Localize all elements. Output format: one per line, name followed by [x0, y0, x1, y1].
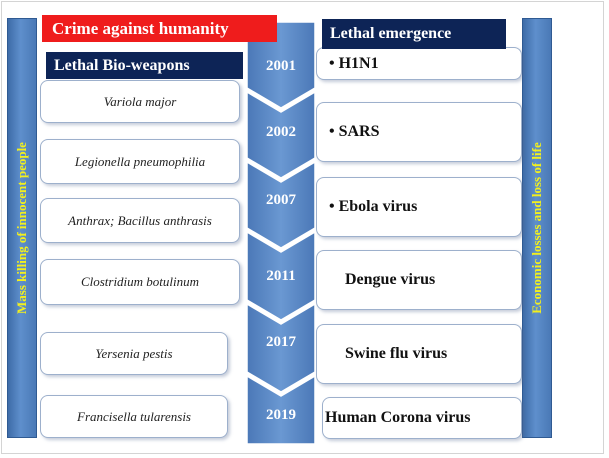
- bioweapon-label: Variola major: [103, 93, 177, 109]
- year-label: 2011: [266, 268, 296, 284]
- emergence-label: Swine flu virus: [345, 345, 448, 362]
- emergence-label: • Ebola virus: [329, 198, 418, 215]
- lethal-bioweapons-header: Lethal Bio-weapons: [46, 52, 243, 79]
- emergence-label: Human Corona virus: [325, 409, 471, 426]
- chevron-2001: [246, 21, 316, 109]
- year-label: 2007: [266, 192, 296, 208]
- year-label: 2017: [266, 334, 296, 350]
- bioweapon-label: Clostridium botulinum: [80, 274, 200, 289]
- bioweapon-card: Variola major: [40, 80, 240, 123]
- emergence-card: Swine flu virus: [316, 324, 522, 384]
- emergence-card: Dengue virus: [316, 250, 522, 310]
- bioweapon-label: Anthrax; Bacillus anthrasis: [68, 212, 212, 228]
- chevron-2011: [246, 230, 316, 321]
- bioweapon-label: Legionella pneumophilia: [74, 153, 206, 169]
- year-label: 2001: [266, 58, 296, 74]
- crime-against-humanity-label: Crime against humanity: [42, 15, 277, 42]
- emergence-label: • H1N1: [329, 54, 379, 72]
- emergence-card: • Ebola virus: [316, 177, 522, 237]
- emergence-card: • SARS: [316, 102, 522, 162]
- bioweapon-card: Yersenia pestis: [40, 332, 228, 375]
- bioweapon-card: Clostridium botulinum: [40, 259, 240, 305]
- emergence-label: • SARS: [329, 123, 380, 140]
- right-side-bar: Economic losses and loss of life: [522, 18, 552, 438]
- bioweapon-label: Francisella tularensis: [77, 408, 191, 424]
- emergence-card: Human Corona virus: [322, 397, 522, 439]
- chevron-2017: [246, 302, 316, 393]
- chevron-2002: [246, 90, 316, 179]
- year-label: 2002: [266, 124, 296, 140]
- bioweapon-card: Legionella pneumophilia: [40, 139, 240, 184]
- chevron-2019: [246, 374, 316, 445]
- chevron-2007: [246, 160, 316, 249]
- lethal-emergence-header: Lethal emergence: [322, 19, 506, 49]
- left-side-bar: Mass killing of innocent people: [7, 18, 37, 438]
- bioweapon-card: Anthrax; Bacillus anthrasis: [40, 198, 240, 243]
- emergence-label: Dengue virus: [345, 271, 436, 288]
- bioweapon-label: Yersenia pestis: [95, 345, 173, 361]
- bioweapon-card: Francisella tularensis: [40, 395, 228, 438]
- year-label: 2019: [266, 407, 296, 423]
